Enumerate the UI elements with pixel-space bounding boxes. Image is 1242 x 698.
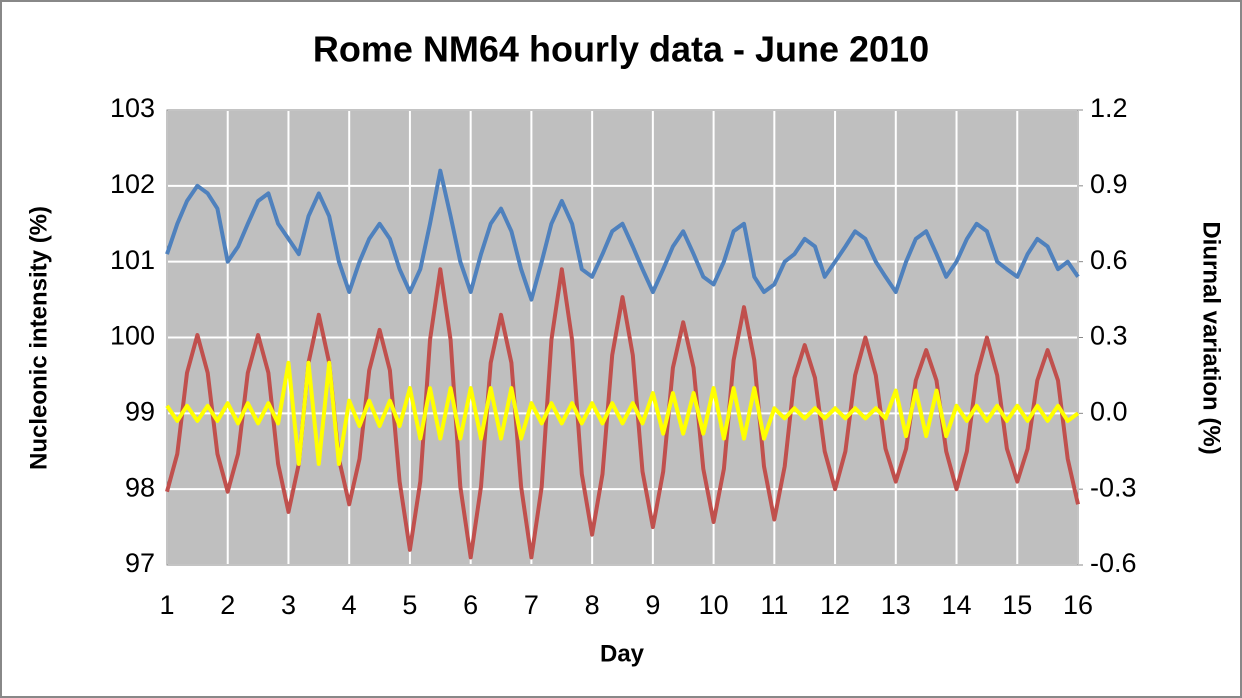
x-tick-label: 1 xyxy=(159,590,174,620)
y2-tick-label: 1.2 xyxy=(1090,93,1128,123)
x-tick-label: 11 xyxy=(760,590,788,620)
plot-border xyxy=(166,109,1079,566)
y-tick-label: 103 xyxy=(110,93,155,123)
x-tick-label: 16 xyxy=(1063,590,1093,620)
y-tick-label: 100 xyxy=(110,321,155,351)
y2-tick-label: -0.6 xyxy=(1090,548,1137,578)
y2-tick-label: 0.6 xyxy=(1090,245,1128,275)
data-line xyxy=(165,360,1080,466)
y2-tick-label: 0.3 xyxy=(1090,321,1128,351)
x-tick-label: 4 xyxy=(342,590,357,620)
y-axis-label: Nucleonic intensity (%) xyxy=(25,206,52,470)
data-line xyxy=(165,168,1080,302)
y-tick-label: 101 xyxy=(110,245,155,275)
x-tick-label: 7 xyxy=(524,590,539,620)
y-tick-label: 98 xyxy=(125,472,155,502)
y-tick-label: 99 xyxy=(125,396,155,426)
x-tick-label: 12 xyxy=(820,590,850,620)
x-axis-label: Day xyxy=(600,640,645,667)
chart-title: Rome NM64 hourly data - June 2010 xyxy=(313,29,929,70)
y2-axis-label: Diurnal variation (%) xyxy=(1198,221,1225,454)
x-tick-label: 2 xyxy=(220,590,235,620)
y-tick-label: 102 xyxy=(110,169,155,199)
x-tick-label: 5 xyxy=(402,590,417,620)
x-tick-label: 15 xyxy=(1002,590,1032,620)
y2-tick-label: 0.0 xyxy=(1090,396,1128,426)
y2-tick-label: 0.9 xyxy=(1090,169,1128,199)
y-tick-label: 97 xyxy=(125,548,155,578)
x-tick-label: 13 xyxy=(881,590,911,620)
x-tick-label: 3 xyxy=(281,590,296,620)
x-tick-label: 10 xyxy=(699,590,729,620)
data-line xyxy=(165,267,1080,560)
x-tick-label: 8 xyxy=(585,590,600,620)
x-tick-label: 9 xyxy=(645,590,660,620)
y2-tick-label: -0.3 xyxy=(1090,472,1137,502)
x-tick-label: 6 xyxy=(463,590,478,620)
x-tick-label: 14 xyxy=(942,590,972,620)
